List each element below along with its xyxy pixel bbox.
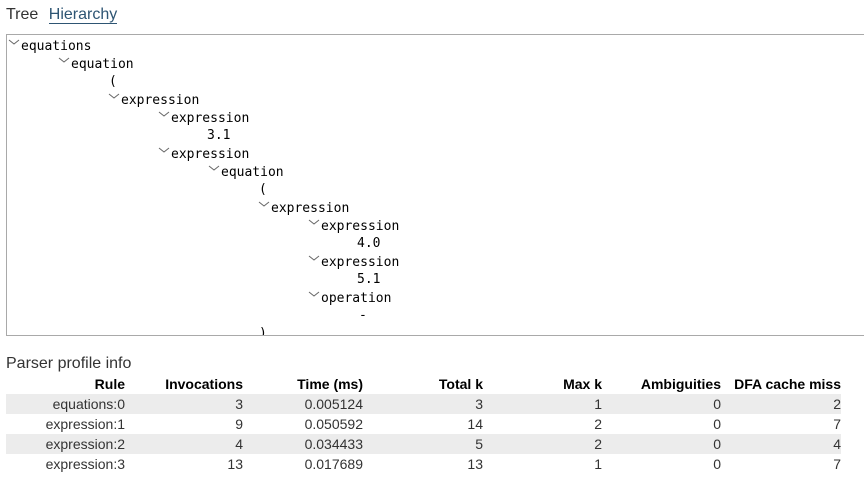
chevron-down-icon[interactable]	[157, 145, 171, 155]
tree-node-label: expression	[321, 255, 400, 270]
tree-node-label: expression	[171, 111, 250, 126]
cell-invocations: 3	[125, 394, 243, 414]
cell-time: 0.005124	[243, 394, 363, 414]
tree-node: 3.1	[207, 127, 230, 145]
chevron-down-icon[interactable]	[107, 91, 121, 101]
tree-node[interactable]: expression	[257, 199, 349, 218]
column-header-max-k: Max k	[563, 376, 602, 392]
cell-dfa-cache-miss: 7	[833, 416, 841, 432]
cell-rule: expression:2	[6, 434, 125, 454]
cell-max-k: 1	[483, 394, 602, 414]
tree-node-label: equations	[21, 39, 92, 54]
cell-ambiguities: 0	[602, 434, 721, 454]
tab-hierarchy[interactable]: Hierarchy	[48, 6, 118, 24]
table-row: expression:1 9 0.050592 14 2 0 7	[6, 414, 841, 434]
tree-node[interactable]: equations	[7, 37, 91, 56]
cell-total-k: 14	[467, 416, 483, 432]
cell-invocations: 9	[235, 416, 243, 432]
column-header-time: Time (ms)	[297, 376, 363, 392]
tree-node: 5.1	[357, 271, 380, 289]
parser-profile-table: Rule Invocations Time (ms) Total k Max k…	[6, 374, 841, 474]
chevron-down-icon[interactable]	[7, 37, 21, 47]
chevron-down-icon[interactable]	[307, 289, 321, 299]
cell-dfa-cache-miss: 4	[721, 434, 841, 454]
cell-max-k: 2	[594, 416, 602, 432]
tab-tree[interactable]: Tree	[6, 6, 39, 23]
tree-node-label: equation	[221, 165, 284, 180]
cell-max-k: 1	[594, 456, 602, 472]
tree-node-label: expression	[321, 219, 400, 234]
tree-node[interactable]: equation	[57, 55, 134, 74]
cell-rule: expression:3	[45, 456, 125, 472]
cell-invocations: 4	[125, 434, 243, 454]
cell-time: 0.017689	[304, 456, 363, 472]
tree-node-label: expression	[121, 93, 200, 108]
chevron-down-icon[interactable]	[207, 163, 221, 173]
tree-node-label: expression	[271, 201, 350, 216]
tree-node[interactable]: expression	[157, 145, 249, 164]
cell-total-k: 3	[363, 394, 483, 414]
cell-max-k: 2	[483, 434, 602, 454]
tree-node: )	[259, 325, 267, 336]
column-header-invocations: Invocations	[165, 376, 243, 392]
cell-rule: equations:0	[6, 394, 125, 414]
tree-node[interactable]: expression	[307, 253, 399, 272]
tree-node-label: operation	[321, 291, 392, 306]
column-header-ambiguities: Ambiguities	[640, 376, 721, 392]
table-header-row: Rule Invocations Time (ms) Total k Max k…	[6, 374, 841, 394]
cell-ambiguities: 0	[713, 456, 721, 472]
tree-node-label: -	[359, 308, 367, 323]
chevron-down-icon[interactable]	[257, 199, 271, 209]
tree-node[interactable]: expression	[157, 109, 249, 128]
chevron-down-icon[interactable]	[307, 253, 321, 263]
tree-node[interactable]: equation	[207, 163, 284, 182]
tree-node-label: (	[109, 74, 117, 89]
tree-node[interactable]: expression	[307, 217, 399, 236]
cell-total-k: 5	[363, 434, 483, 454]
chevron-down-icon[interactable]	[307, 217, 321, 227]
cell-total-k: 13	[467, 456, 483, 472]
table-row: equations:0 3 0.005124 3 1 0 2	[6, 394, 841, 414]
tree-node: -	[359, 307, 367, 325]
cell-dfa-cache-miss: 7	[833, 456, 841, 472]
chevron-down-icon[interactable]	[157, 109, 171, 119]
cell-ambiguities: 0	[602, 394, 721, 414]
tree-node: (	[109, 73, 117, 91]
cell-time: 0.034433	[243, 434, 363, 454]
cell-invocations: 13	[227, 456, 243, 472]
table-row: expression:3 13 0.017689 13 1 0 7	[6, 454, 841, 474]
tree-node-label: 3.1	[207, 128, 231, 143]
parse-tree-panel[interactable]: equations equation ( expression expression 3.…	[6, 34, 864, 336]
chevron-down-icon[interactable]	[57, 55, 71, 65]
tree-node-label: 4.0	[357, 236, 381, 251]
table-row: expression:2 4 0.034433 5 2 0 4	[6, 434, 841, 454]
tree-node-label: equation	[71, 57, 134, 72]
view-tabs: Tree Hierarchy	[6, 6, 123, 24]
tree-node-label: 5.1	[357, 272, 381, 287]
tree-node: 4.0	[357, 235, 380, 253]
column-header-dfa-cache-miss: DFA cache miss	[734, 376, 841, 392]
tree-node-label: (	[259, 182, 267, 197]
column-header-rule: Rule	[94, 376, 125, 392]
tree-node[interactable]: expression	[107, 91, 199, 110]
tree-node-label: expression	[171, 147, 250, 162]
cell-rule: expression:1	[45, 416, 125, 432]
column-header-total-k: Total k	[438, 376, 483, 392]
cell-time: 0.050592	[304, 416, 363, 432]
tree-node: (	[259, 181, 267, 199]
cell-dfa-cache-miss: 2	[721, 394, 841, 414]
tree-node-label: )	[259, 326, 267, 336]
profile-title: Parser profile info	[6, 355, 132, 372]
tree-node[interactable]: operation	[307, 289, 391, 308]
cell-ambiguities: 0	[713, 416, 721, 432]
